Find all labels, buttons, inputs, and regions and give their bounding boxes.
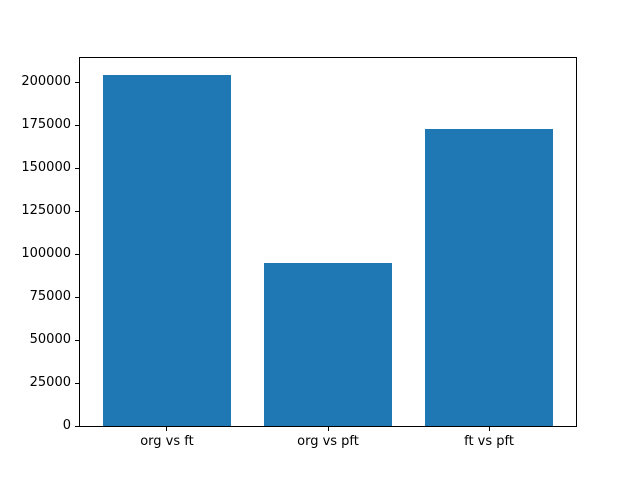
- x-tick-label: org vs ft: [140, 434, 194, 449]
- bar-org-vs-ft: [102, 75, 232, 426]
- x-tick-mark: [327, 427, 329, 431]
- y-tick-mark: [75, 81, 79, 83]
- y-tick-mark: [75, 296, 79, 298]
- y-tick-mark: [75, 253, 79, 255]
- bar-ft-vs-pft: [424, 128, 554, 426]
- y-tick-mark: [75, 167, 79, 169]
- y-tick-label: 0: [62, 418, 71, 433]
- y-tick-mark: [75, 124, 79, 126]
- y-tick-label: 200000: [21, 74, 71, 90]
- y-tick-label: 150000: [21, 160, 71, 176]
- y-tick-label: 75000: [29, 289, 71, 305]
- x-tick-mark: [488, 427, 490, 431]
- bar-org-vs-pft: [263, 262, 393, 426]
- x-tick-label: ft vs pft: [464, 434, 514, 449]
- y-tick-label: 175000: [21, 117, 71, 133]
- y-tick-label: 50000: [29, 332, 71, 348]
- y-tick-mark: [75, 210, 79, 212]
- y-tick-mark: [75, 382, 79, 384]
- y-tick-mark: [75, 339, 79, 341]
- y-tick-label: 100000: [21, 246, 71, 262]
- y-tick-label: 25000: [29, 375, 71, 390]
- y-tick-label: 125000: [21, 203, 71, 219]
- x-tick-label: org vs pft: [297, 434, 359, 449]
- x-tick-mark: [166, 427, 168, 431]
- y-tick-mark: [75, 425, 79, 427]
